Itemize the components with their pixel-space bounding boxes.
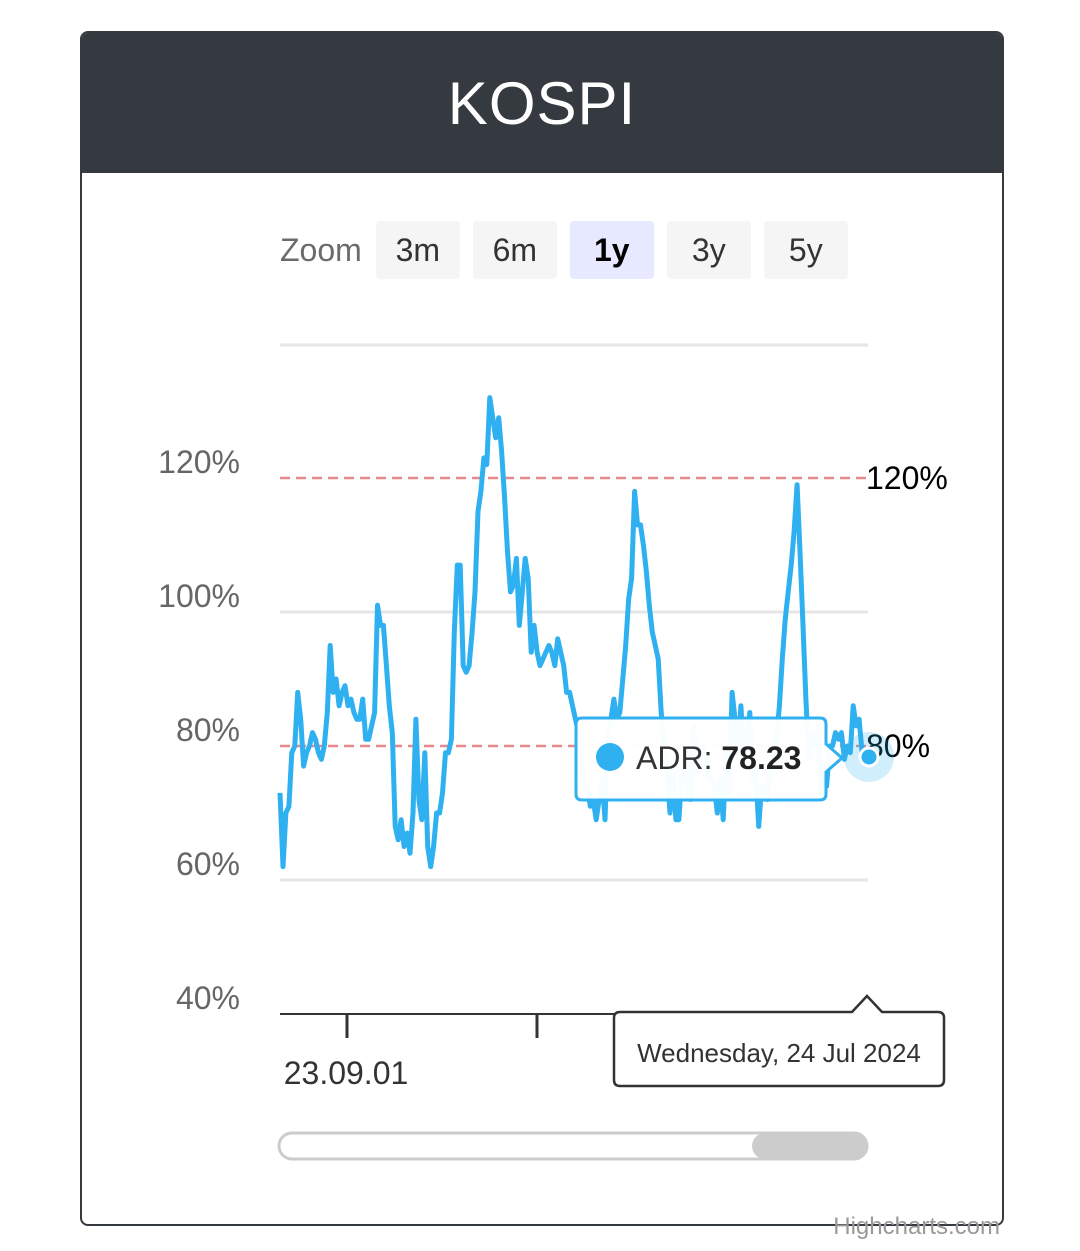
zoom-3m-button[interactable]: 3m [375, 221, 460, 279]
y-tick-label: 120% [158, 444, 240, 480]
zoom-label: Zoom [280, 231, 362, 268]
zoom-1y-button[interactable]: 1y [569, 221, 654, 279]
y-tick-label: 80% [176, 712, 240, 748]
tooltip-series-dot [596, 743, 624, 771]
navigator-handle[interactable] [752, 1133, 867, 1159]
highcharts-credits[interactable]: Highcharts.com [833, 1213, 1000, 1240]
card-header: KOSPI [82, 33, 1002, 173]
y-tick-label: 60% [176, 846, 240, 882]
y-tick-label: 40% [176, 980, 240, 1016]
zoom-5y-button[interactable]: 5y [763, 221, 848, 279]
svg-text:ADR: 78.23: ADR: 78.23 [636, 740, 801, 776]
y-tick-label: 100% [158, 578, 240, 614]
tooltip-date: Wednesday, 24 Jul 2024 [637, 1038, 921, 1068]
value-tooltip: ADR: 78.23 [574, 716, 845, 802]
zoom-selector: Zoom 3m 6m 1y 3y 5y [280, 221, 861, 279]
zoom-3y-button[interactable]: 3y [666, 221, 751, 279]
x-tick-label: 23.09.01 [284, 1055, 409, 1091]
plot-line-label: 120% [866, 460, 948, 496]
tooltip-series-label: ADR: [636, 740, 721, 776]
tooltip-value: 78.23 [721, 740, 801, 776]
zoom-6m-button[interactable]: 6m [472, 221, 557, 279]
hover-point [858, 746, 880, 768]
date-tooltip: Wednesday, 24 Jul 2024 [612, 994, 946, 1088]
chart-title: KOSPI [447, 69, 637, 137]
